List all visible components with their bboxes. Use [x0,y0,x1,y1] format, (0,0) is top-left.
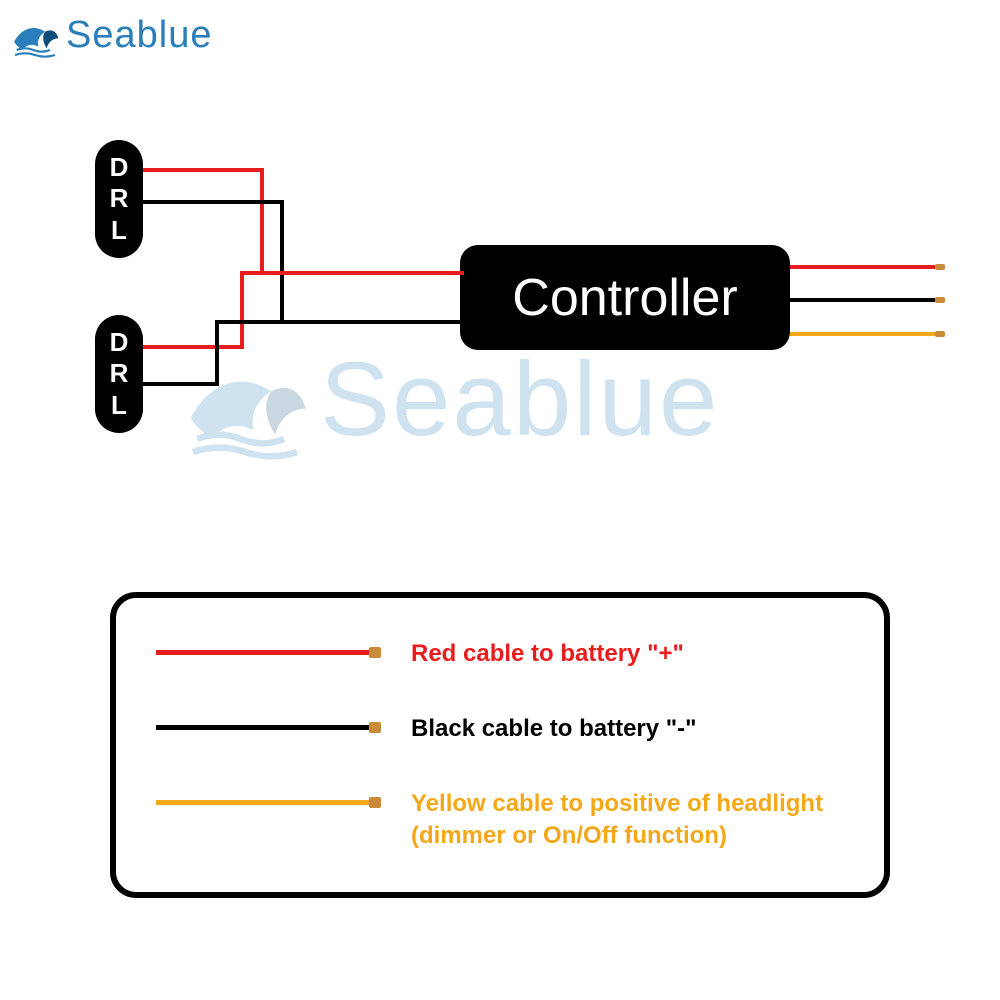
drl-letter: L [111,215,127,246]
legend-row-yellow: Yellow cable to positive of headlight (d… [156,788,844,850]
legend-cable-yellow [156,792,381,812]
wire-black [280,320,464,324]
wire-black [215,320,219,386]
legend-text-black: Black cable to battery "-" [411,713,697,744]
wire-black [143,382,219,386]
wire-black [143,200,284,204]
wire-red-out [790,265,935,269]
legend-row-red: Red cable to battery "+" [156,638,844,669]
wire-red [260,168,264,275]
legend-panel: Red cable to battery "+" Black cable to … [110,592,890,898]
drl-letter: L [111,390,127,421]
wire-black [280,200,284,324]
controller-label: Controller [512,268,737,328]
wire-red [260,271,464,275]
brand-name: Seablue [66,14,212,57]
brand-logo-top: Seablue [10,10,212,60]
wire-red [240,271,244,349]
wire-red [143,345,244,349]
legend-row-black: Black cable to battery "-" [156,713,844,744]
drl-letter: D [110,152,129,183]
wire-tip [935,331,945,337]
wire-black [215,320,284,324]
legend-text-yellow: Yellow cable to positive of headlight (d… [411,788,823,850]
drl-unit-2: D R L [95,315,143,433]
wire-red [143,168,264,172]
wire-tip [935,264,945,270]
wire-tip [935,297,945,303]
drl-letter: D [110,327,129,358]
legend-cable-red [156,642,381,662]
legend-cable-black [156,717,381,737]
controller-box: Controller [460,245,790,350]
wire-black-out [790,298,935,302]
drl-letter: R [110,358,129,389]
drl-letter: R [110,183,129,214]
legend-text-red: Red cable to battery "+" [411,638,684,669]
drl-unit-1: D R L [95,140,143,258]
wiring-diagram: D R L D R L Controller [60,120,940,520]
wave-icon [10,10,60,60]
wire-yellow-out [790,332,935,336]
